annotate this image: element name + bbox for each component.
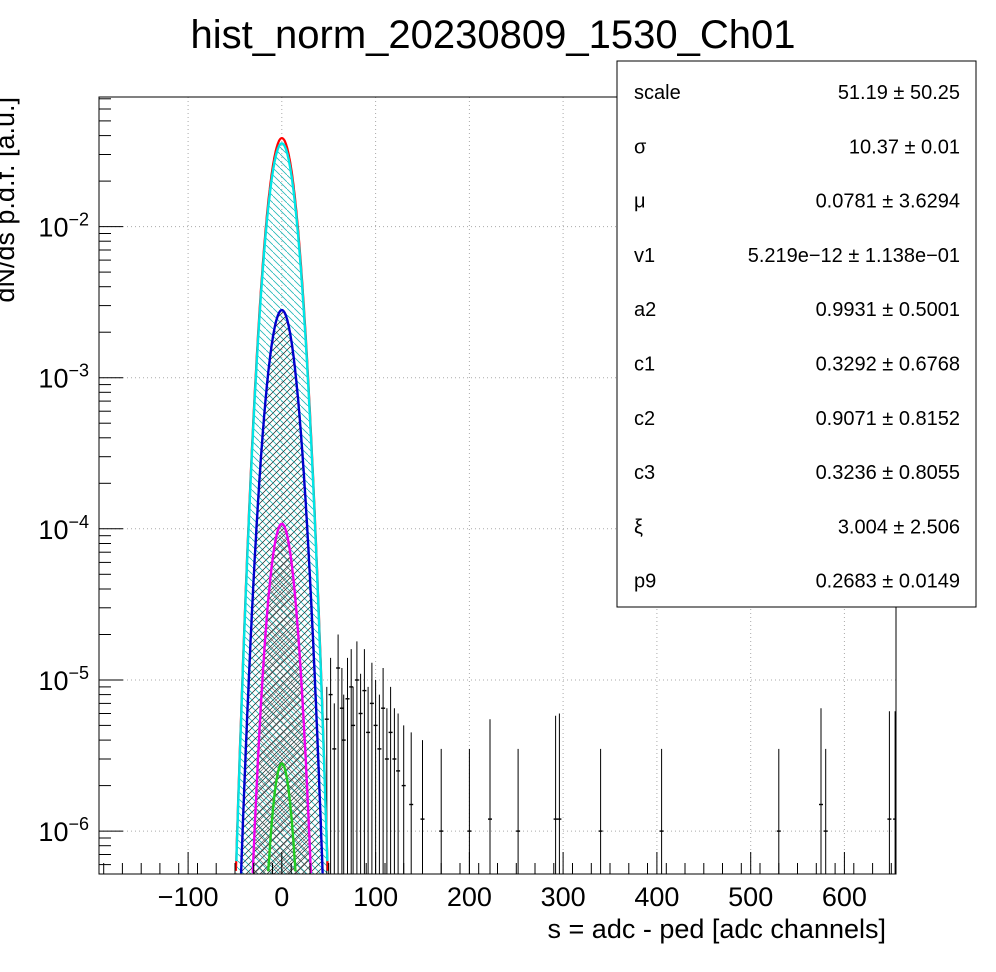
x-tick-label: 200 [447,882,492,912]
stat-name: σ [634,136,647,158]
fit-curves [234,136,329,874]
stat-value: 51.19 ± 50.25 [838,82,960,104]
fit-curve [267,762,297,872]
x-tick-label: −100 [158,882,219,912]
x-tick-label: 500 [728,882,773,912]
stats-rows: scale 51.19 ± 50.25 σ 10.37 ± 0.01 μ 0.0781 ±… [634,82,960,593]
stat-name: μ [634,191,646,213]
y-tick-label: 10−4 [38,512,89,545]
stat-value: 10.37 ± 0.01 [849,136,960,158]
y-tick-label: 10−3 [38,361,89,394]
x-axis-label: s = adc - ped [adc channels] [548,914,886,944]
stat-name: a2 [634,299,656,321]
stat-name: c3 [634,462,655,484]
stat-value: 0.0781 ± 3.6294 [816,191,960,213]
fit-curve [235,142,329,862]
chart-title: hist_norm_20230809_1530_Ch01 [191,13,796,57]
stat-name: c2 [634,408,655,430]
fit-curve [251,522,313,874]
stat-name: p9 [634,571,656,593]
data-points [324,634,896,874]
y-tick-label: 10−2 [38,210,89,243]
y-tick-label: 10−5 [38,663,89,696]
x-tick-label: 600 [822,882,867,912]
stat-name: scale [634,82,681,104]
x-tick-label: 100 [353,882,398,912]
stat-name: v1 [634,245,655,267]
stat-name: ξ [634,516,643,538]
fit-curve [239,308,324,874]
x-tick-label: 300 [541,882,586,912]
stat-value: 0.2683 ± 0.0149 [816,571,960,593]
stats-box: scale 51.19 ± 50.25 σ 10.37 ± 0.01 μ 0.0781 ±… [616,60,977,608]
stat-value: 3.004 ± 2.506 [838,516,960,538]
stat-value: 0.3236 ± 0.8055 [816,462,960,484]
y-tick-label: 10−6 [38,814,89,847]
x-tick-label: 400 [634,882,679,912]
stats-box-frame [616,60,977,608]
y-axis-label: dN/ds p.d.f. [a.u.] [0,97,20,303]
x-tick-label: 0 [274,882,289,912]
stat-value: 0.9931 ± 0.5001 [816,299,960,321]
stat-name: c1 [634,354,655,376]
stat-value: 5.219e−12 ± 1.138e−01 [748,245,960,267]
stat-value: 0.9071 ± 0.8152 [816,408,960,430]
axis-ticks: −100 0 100 200 300 400 500 600 10−6 10−5 10−4 10−3 1… [38,98,892,912]
stat-value: 0.3292 ± 0.6768 [816,354,960,376]
